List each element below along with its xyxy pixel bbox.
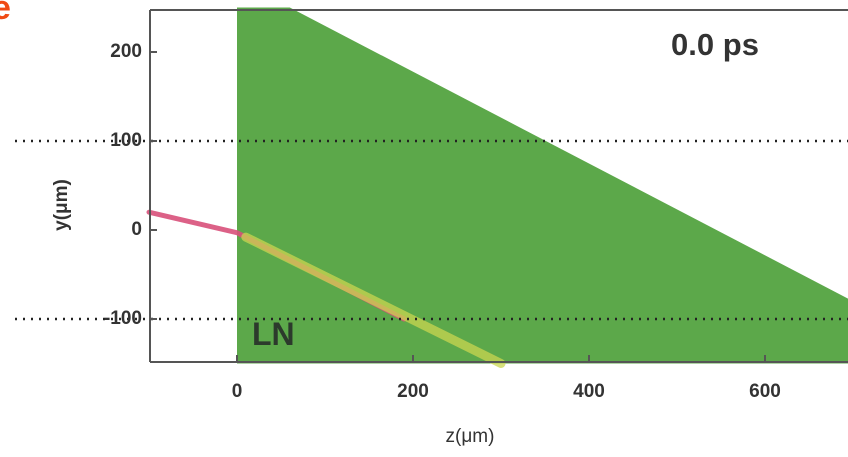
- crystal-region: [237, 7, 848, 364]
- region-label: LN: [252, 316, 295, 352]
- plot-area: LN -100 0 100 200 0 200 400 600: [15, 7, 848, 402]
- y-tick-label: -100: [104, 308, 142, 329]
- beam: [241, 232, 506, 368]
- time-annotation: 0.0 ps: [671, 27, 759, 62]
- x-axis-label: z(μm): [446, 426, 495, 447]
- y-tick-label: 200: [110, 41, 142, 62]
- x-tick-label: 400: [573, 381, 605, 402]
- y-axis-label: y(μm): [51, 179, 72, 231]
- x-tick-label: 200: [397, 381, 429, 402]
- y-tick-label: 100: [110, 130, 142, 151]
- x-tick-label: 600: [749, 381, 781, 402]
- y-tick-label: 0: [131, 219, 142, 240]
- x-tick-label: 0: [232, 381, 243, 402]
- panel-label: e: [0, 0, 11, 27]
